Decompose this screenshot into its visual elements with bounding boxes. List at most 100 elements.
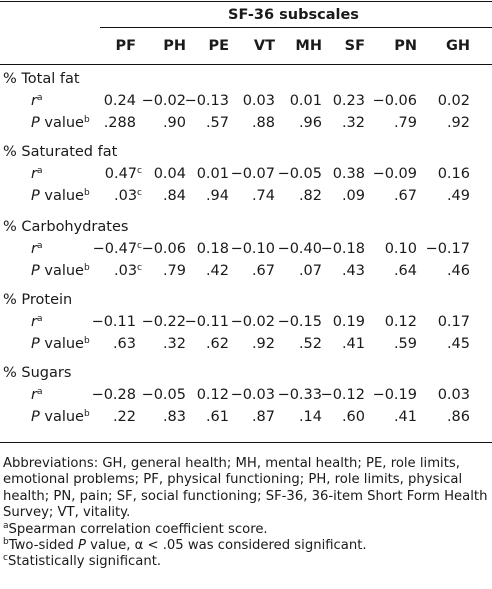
- p-value-cell-pn: .64: [393, 263, 417, 279]
- column-header-ph: PH: [163, 38, 186, 54]
- p-value-cell-sf: .09: [341, 188, 365, 204]
- p-value-row-label: P valueb: [31, 188, 90, 204]
- r-value-cell-sf: −0.12: [320, 387, 365, 403]
- p-value-cell-sf: .32: [341, 115, 365, 131]
- column-header-pn: PN: [394, 38, 417, 54]
- r-value-cell-sf: 0.38: [332, 166, 365, 182]
- p-value-cell-pn: .67: [393, 188, 417, 204]
- r-value-cell-sf: −0.18: [320, 241, 365, 257]
- column-header-gh: GH: [445, 38, 470, 54]
- r-value-cell-pn: 0.12: [384, 314, 417, 330]
- section-label: % Carbohydrates: [3, 219, 129, 235]
- section-label: % Saturated fat: [3, 144, 118, 160]
- r-value-cell-ph: −0.05: [141, 387, 186, 403]
- p-value-cell-vt: .74: [251, 188, 275, 204]
- p-value-cell-pf: .63: [112, 336, 136, 352]
- r-value-cell-mh: −0.33: [277, 387, 322, 403]
- r-value-cell-sf: 0.19: [332, 314, 365, 330]
- r-value-cell-ph: −0.06: [141, 241, 186, 257]
- p-value-cell-pf: .03c: [113, 188, 142, 204]
- r-value-cell-mh: −0.40: [277, 241, 322, 257]
- r-value-cell-pe: 0.01: [196, 166, 229, 182]
- p-value-cell-pe: .61: [205, 409, 229, 425]
- p-value-cell-mh: .96: [298, 115, 322, 131]
- r-value-cell-mh: −0.05: [277, 166, 322, 182]
- p-value-cell-mh: .14: [298, 409, 322, 425]
- r-value-cell-pe: 0.18: [196, 241, 229, 257]
- p-value-cell-sf: .60: [341, 409, 365, 425]
- p-value-cell-pn: .41: [393, 409, 417, 425]
- r-value-cell-ph: −0.02: [141, 93, 186, 109]
- p-value-cell-ph: .90: [162, 115, 186, 131]
- p-value-cell-sf: .41: [341, 336, 365, 352]
- r-row-label: ra: [31, 387, 43, 403]
- p-value-cell-pe: .57: [205, 115, 229, 131]
- top-rule: [0, 1, 492, 2]
- subscales-group-title: SF-36 subscales: [228, 7, 359, 23]
- p-value-cell-ph: .83: [162, 409, 186, 425]
- p-value-cell-pe: .42: [205, 263, 229, 279]
- r-value-cell-pn: −0.09: [372, 166, 417, 182]
- r-row-label: ra: [31, 166, 43, 182]
- p-value-cell-ph: .32: [162, 336, 186, 352]
- p-value-cell-pf: .288: [103, 115, 136, 131]
- r-value-cell-gh: 0.17: [437, 314, 470, 330]
- r-row-label: ra: [31, 93, 43, 109]
- r-value-cell-vt: 0.03: [242, 93, 275, 109]
- r-value-cell-vt: −0.10: [230, 241, 275, 257]
- p-value-cell-mh: .82: [298, 188, 322, 204]
- p-value-cell-pf: .03c: [113, 263, 142, 279]
- p-value-cell-vt: .67: [251, 263, 275, 279]
- section-label: % Total fat: [3, 71, 80, 87]
- p-value-cell-mh: .52: [298, 336, 322, 352]
- column-header-sf: SF: [344, 38, 365, 54]
- r-value-cell-gh: 0.02: [437, 93, 470, 109]
- column-header-pe: PE: [208, 38, 229, 54]
- r-row-label: ra: [31, 314, 43, 330]
- p-value-row-label: P valueb: [31, 263, 90, 279]
- p-value-cell-pe: .62: [205, 336, 229, 352]
- r-value-cell-sf: 0.23: [332, 93, 365, 109]
- p-value-cell-ph: .84: [162, 188, 186, 204]
- footnote-b: bTwo-sided P value, α < .05 was consider…: [3, 537, 367, 554]
- r-value-cell-vt: −0.02: [230, 314, 275, 330]
- p-value-cell-gh: .92: [446, 115, 470, 131]
- r-value-cell-pf: 0.24: [103, 93, 136, 109]
- r-value-cell-mh: 0.01: [289, 93, 322, 109]
- r-value-cell-pn: 0.10: [384, 241, 417, 257]
- footnote-a: aSpearman correlation coefficient score.: [3, 520, 268, 537]
- p-value-cell-gh: .46: [446, 263, 470, 279]
- p-value-row-label: P valueb: [31, 336, 90, 352]
- r-row-label: ra: [31, 241, 43, 257]
- p-value-cell-vt: .92: [251, 336, 275, 352]
- r-value-cell-pe: −0.13: [184, 93, 229, 109]
- table-footnotes: Abbreviations: GH, general health; MH, m…: [3, 456, 489, 571]
- r-value-cell-pf: −0.47c: [92, 241, 142, 257]
- p-value-cell-gh: .49: [446, 188, 470, 204]
- header-rule: [0, 64, 492, 65]
- p-value-cell-pf: .22: [112, 409, 136, 425]
- r-value-cell-pe: −0.11: [184, 314, 229, 330]
- r-value-cell-gh: 0.16: [437, 166, 470, 182]
- r-value-cell-vt: −0.07: [230, 166, 275, 182]
- r-value-cell-ph: 0.04: [153, 166, 186, 182]
- bottom-rule: [0, 442, 492, 443]
- r-value-cell-vt: −0.03: [230, 387, 275, 403]
- subscales-underline: [100, 27, 492, 28]
- r-value-cell-pe: 0.12: [196, 387, 229, 403]
- p-value-cell-gh: .45: [446, 336, 470, 352]
- section-label: % Protein: [3, 292, 73, 308]
- p-value-cell-vt: .88: [251, 115, 275, 131]
- footnote-c: cStatistically significant.: [3, 553, 162, 570]
- r-value-cell-pn: −0.06: [372, 93, 417, 109]
- column-header-pf: PF: [115, 38, 136, 54]
- r-value-cell-pn: −0.19: [372, 387, 417, 403]
- r-value-cell-pf: −0.11: [91, 314, 136, 330]
- abbreviations-note: Abbreviations: GH, general health; MH, m…: [3, 456, 488, 521]
- p-value-cell-gh: .86: [446, 409, 470, 425]
- p-value-cell-pn: .79: [393, 115, 417, 131]
- p-value-row-label: P valueb: [31, 409, 90, 425]
- r-value-cell-gh: 0.03: [437, 387, 470, 403]
- p-value-cell-ph: .79: [162, 263, 186, 279]
- p-value-cell-sf: .43: [341, 263, 365, 279]
